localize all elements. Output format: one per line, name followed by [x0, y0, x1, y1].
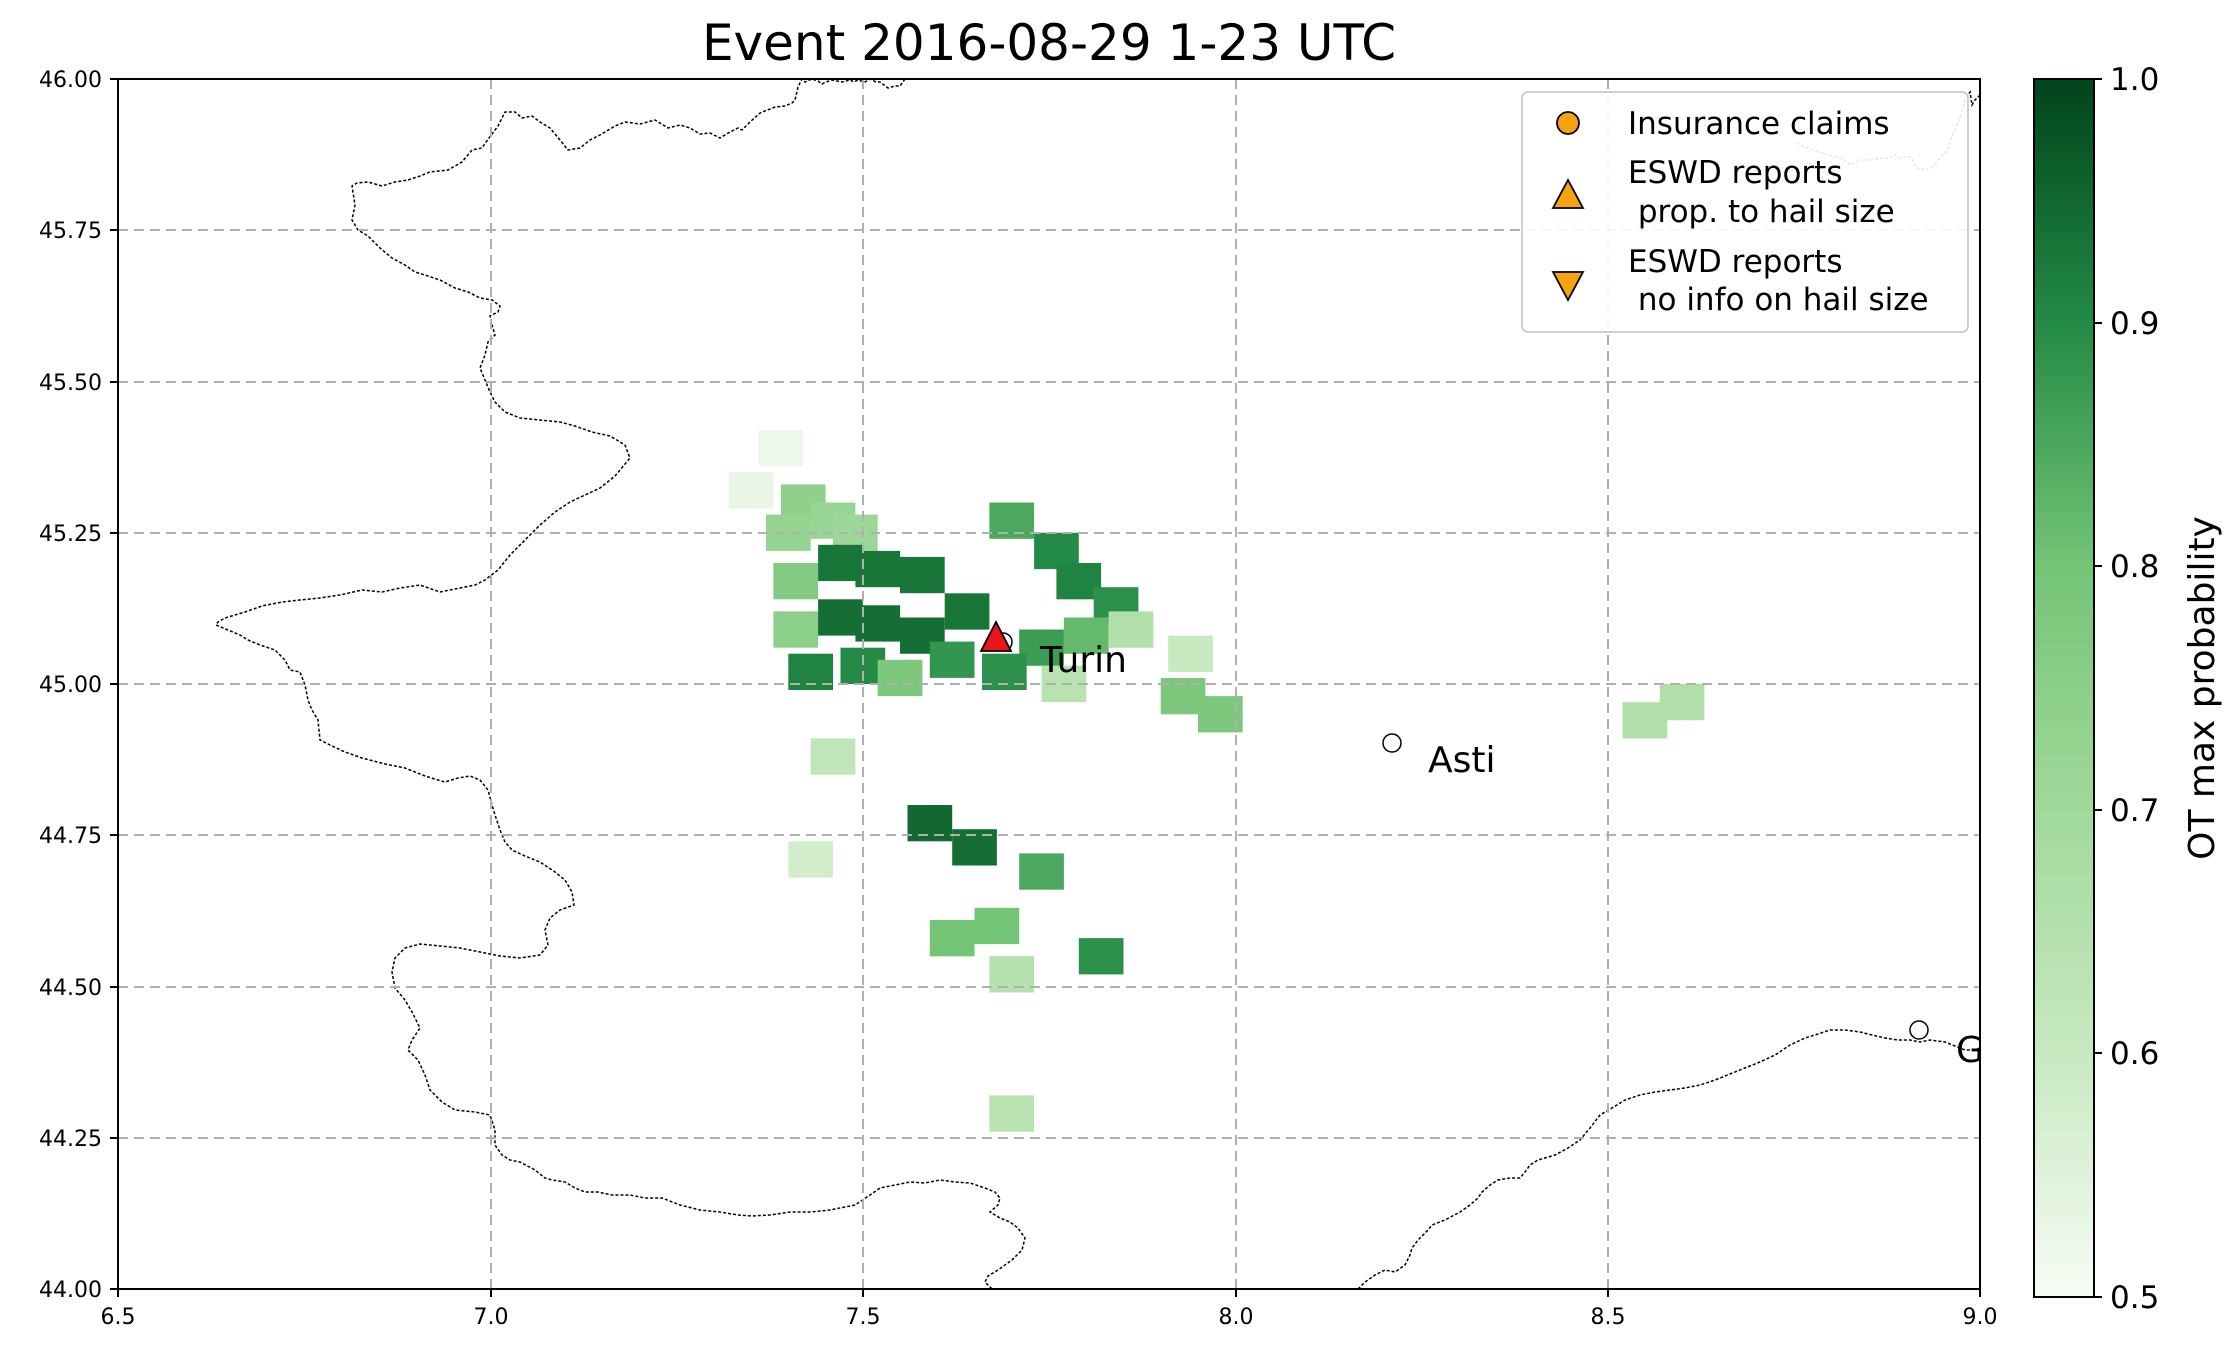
heatmap-cell	[929, 641, 975, 678]
heatmap-cell	[1056, 563, 1102, 600]
eswd-report-marker	[979, 620, 1013, 652]
heatmap-cell	[1078, 938, 1124, 975]
heatmap-cell	[1019, 853, 1064, 890]
heatmap-cell	[1659, 684, 1705, 721]
heatmap-cell	[766, 514, 811, 551]
colorbar-tick-label: 0.8	[2110, 549, 2159, 585]
heatmap-cell	[989, 956, 1035, 993]
legend-box	[1521, 91, 1969, 333]
heatmap-cell	[900, 556, 945, 594]
grid-lines	[118, 79, 1980, 1289]
city-marker-genoa	[1909, 1020, 1929, 1040]
heatmap-cell	[773, 563, 819, 600]
legend-eswd-size-line2: prop. to hail size	[1628, 194, 1895, 230]
city-label-turin: Turin	[1039, 640, 1127, 681]
y-tick-label: 45.25	[39, 522, 102, 547]
x-tick-label: 8.0	[1219, 1305, 1254, 1330]
map-title: Event 2016-08-29 1-23 UTC	[702, 14, 1396, 72]
heatmap-cell	[989, 1095, 1035, 1132]
alpine-border	[214, 79, 1026, 1289]
city-label-genoa: Gen	[1956, 1030, 2029, 1071]
x-tick-label: 7.5	[846, 1305, 881, 1330]
legend-circle-icon	[1556, 111, 1580, 135]
heatmap-cell	[810, 738, 856, 775]
colorbar-gradient	[2033, 78, 2095, 1298]
heatmap-cell	[1063, 617, 1109, 654]
x-tick-label: 7.0	[474, 1305, 509, 1330]
heatmap-cell	[758, 429, 804, 467]
colorbar-tick-label: 1.0	[2110, 62, 2159, 98]
heatmap-cell	[1108, 611, 1154, 648]
heatmap-cell	[974, 907, 1020, 945]
heatmap-cell	[818, 544, 863, 582]
probability-heatmap	[728, 429, 1705, 1132]
heatmap-cell	[907, 805, 953, 842]
x-tick-label: 8.5	[1591, 1305, 1626, 1330]
legend: Insurance claims ESWD reports prop. to h…	[1521, 91, 1969, 333]
y-tick-label: 45.50	[39, 371, 102, 396]
legend-eswd-noinfo-line2: no info on hail size	[1628, 282, 1929, 318]
legend-triangle-down-icon	[1551, 271, 1585, 302]
heatmap-cell	[989, 502, 1035, 539]
heatmap-cell	[944, 593, 990, 630]
y-tick-label: 44.25	[39, 1127, 102, 1152]
heatmap-cell	[728, 472, 774, 509]
heatmap-cell	[929, 920, 975, 957]
y-tick-label: 44.75	[39, 824, 102, 849]
legend-triangle-up-icon	[1551, 178, 1585, 209]
city-marker-asti	[1382, 733, 1402, 753]
x-axis	[117, 1289, 1981, 1297]
y-tick-label: 44.00	[39, 1278, 102, 1303]
x-tick-label: 6.5	[101, 1305, 136, 1330]
heatmap-cell	[818, 599, 863, 636]
city-label-asti: Asti	[1428, 740, 1496, 781]
legend-eswd-size-line1: ESWD reports	[1628, 155, 1842, 191]
colorbar-label: OT max probability	[2182, 516, 2223, 860]
x-tick-labels: 6.5 7.0 7.5 8.0 8.5 9.0	[101, 1305, 1998, 1330]
heatmap-cell	[1168, 635, 1213, 672]
colorbar-tick-label: 0.5	[2110, 1280, 2159, 1316]
y-axis	[110, 78, 118, 1290]
y-tick-label: 45.00	[39, 673, 102, 698]
colorbar: 0.5 0.6 0.7 0.8 0.9 1.0 OT max probabili…	[2033, 62, 2223, 1316]
y-tick-label: 46.00	[39, 68, 102, 93]
y-tick-labels: 44.00 44.25 44.50 44.75 45.00 45.25 45.5…	[39, 68, 102, 1303]
coastline	[1357, 1029, 1980, 1289]
heatmap-cell	[877, 659, 923, 697]
x-tick-label: 9.0	[1963, 1305, 1998, 1330]
y-tick-label: 45.75	[39, 219, 102, 244]
colorbar-tick-label: 0.7	[2110, 793, 2159, 829]
legend-eswd-noinfo-line1: ESWD reports	[1628, 244, 1842, 280]
legend-insurance-label: Insurance claims	[1628, 106, 1890, 142]
heatmap-cell	[788, 841, 833, 878]
heatmap-cell	[773, 611, 819, 648]
y-tick-label: 44.50	[39, 976, 102, 1001]
colorbar-tick-label: 0.9	[2110, 306, 2159, 342]
colorbar-tick-label: 0.6	[2110, 1036, 2159, 1072]
